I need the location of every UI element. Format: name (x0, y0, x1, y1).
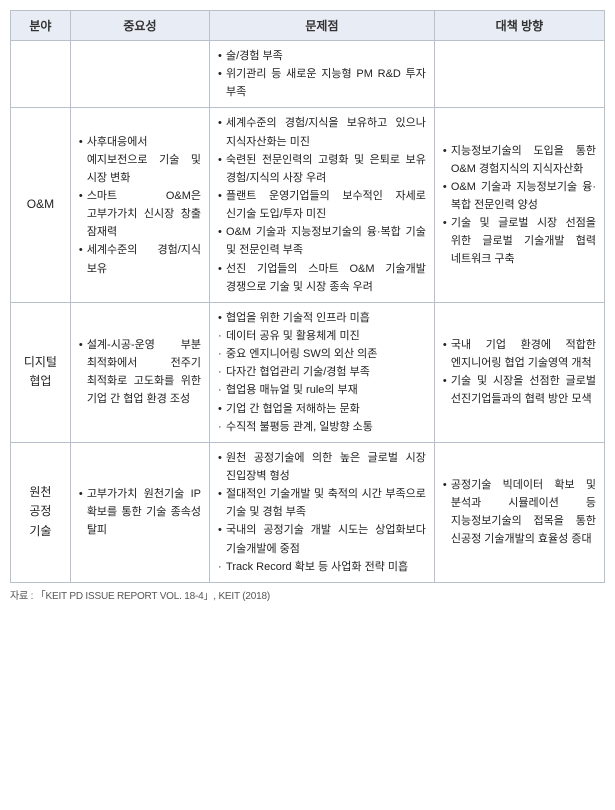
list-item: 원천 공정기술에 의한 높은 글로벌 시장 진입장벽 형성 (218, 449, 426, 485)
cell-field: 원천공정기술 (11, 442, 71, 582)
list-item: 데이터 공유 및 활용체계 미진 (218, 327, 426, 345)
list-item: 기업 간 협업을 저해하는 문화 (218, 400, 426, 418)
list-item: 설계-시공-운영 부분 최적화에서 전주기 최적화로 고도화를 위한 기업 간 … (79, 336, 201, 409)
list-item: 국내의 공정기술 개발 시도는 상업화보다 기술개발에 중점 (218, 521, 426, 557)
list-item: 기술 및 글로벌 시장 선점을 위한 글로벌 기술개발 협력 네트워크 구축 (443, 214, 596, 268)
cell-measures: 국내 기업 환경에 적합한 엔지니어링 협업 기술영역 개척기술 및 시장을 선… (434, 302, 604, 442)
table-row: 디지털협업설계-시공-운영 부분 최적화에서 전주기 최적화로 고도화를 위한 … (11, 302, 605, 442)
list-item: Track Record 확보 등 사업화 전략 미흡 (218, 558, 426, 576)
cell-field (11, 41, 71, 108)
cell-importance: 고부가가치 원천기술 IP 확보를 통한 기술 종속성 탈피 (70, 442, 209, 582)
list-item: 다자간 협업관리 기술/경험 부족 (218, 363, 426, 381)
cell-measures: 공정기술 빅데이터 확보 및 분석과 시뮬레이션 등 지능정보기술의 접목을 통… (434, 442, 604, 582)
list-item: 공정기술 빅데이터 확보 및 분석과 시뮬레이션 등 지능정보기술의 접목을 통… (443, 476, 596, 549)
list-item: 숙련된 전문인력의 고령화 및 은퇴로 보유 경험/지식의 사장 우려 (218, 151, 426, 187)
th-measures: 대책 방향 (434, 11, 604, 41)
cell-problems: 술/경험 부족위기관리 등 새로운 지능형 PM R&D 투자 부족 (210, 41, 435, 108)
list-item: 스마트 O&M은 고부가가치 신시장 창출 잠재력 (79, 187, 201, 241)
cell-importance (70, 41, 209, 108)
list-item: 협업을 위한 기술적 인프라 미흡 (218, 309, 426, 327)
cell-field: O&M (11, 108, 71, 302)
list-item: 절대적인 기술개발 및 축적의 시간 부족으로 기술 및 경험 부족 (218, 485, 426, 521)
th-problems: 문제점 (210, 11, 435, 41)
list-item: 수직적 불평등 관계, 일방향 소통 (218, 418, 426, 436)
list-item: O&M 기술과 지능정보기술의 융·복합 기술 및 전문인력 부족 (218, 223, 426, 259)
table-row: 술/경험 부족위기관리 등 새로운 지능형 PM R&D 투자 부족 (11, 41, 605, 108)
list-item: 사후대응에서 예지보전으로 기술 및 시장 변화 (79, 133, 201, 187)
th-importance: 중요성 (70, 11, 209, 41)
list-item: 세계수준의 경험/지식을 보유하고 있으나 지식자산화는 미진 (218, 114, 426, 150)
cell-problems: 협업을 위한 기술적 인프라 미흡데이터 공유 및 활용체계 미진중요 엔지니어… (210, 302, 435, 442)
th-field: 분야 (11, 11, 71, 41)
list-item: 지능정보기술의 도입을 통한 O&M 경험지식의 지식자산화 (443, 142, 596, 178)
cell-importance: 설계-시공-운영 부분 최적화에서 전주기 최적화로 고도화를 위한 기업 간 … (70, 302, 209, 442)
table-row: 원천공정기술고부가가치 원천기술 IP 확보를 통한 기술 종속성 탈피원천 공… (11, 442, 605, 582)
cell-problems: 원천 공정기술에 의한 높은 글로벌 시장 진입장벽 형성절대적인 기술개발 및… (210, 442, 435, 582)
list-item: 술/경험 부족 (218, 47, 426, 65)
table-row: O&M사후대응에서 예지보전으로 기술 및 시장 변화스마트 O&M은 고부가가… (11, 108, 605, 302)
list-item: 플랜트 운영기업들의 보수적인 자세로 신기술 도입/투자 미진 (218, 187, 426, 223)
source-footer: 자료 : 「KEIT PD ISSUE REPORT VOL. 18-4」, K… (10, 587, 605, 602)
issue-table: 분야 중요성 문제점 대책 방향 술/경험 부족위기관리 등 새로운 지능형 P… (10, 10, 605, 583)
cell-measures: 지능정보기술의 도입을 통한 O&M 경험지식의 지식자산화O&M 기술과 지능… (434, 108, 604, 302)
list-item: 위기관리 등 새로운 지능형 PM R&D 투자 부족 (218, 65, 426, 101)
table-body: 술/경험 부족위기관리 등 새로운 지능형 PM R&D 투자 부족O&M사후대… (11, 41, 605, 583)
list-item: 협업용 매뉴얼 및 rule의 부재 (218, 381, 426, 399)
header-row: 분야 중요성 문제점 대책 방향 (11, 11, 605, 41)
cell-measures (434, 41, 604, 108)
cell-field: 디지털협업 (11, 302, 71, 442)
list-item: 기술 및 시장을 선점한 글로벌 선진기업들과의 협력 방안 모색 (443, 372, 596, 408)
cell-problems: 세계수준의 경험/지식을 보유하고 있으나 지식자산화는 미진숙련된 전문인력의… (210, 108, 435, 302)
list-item: 고부가가치 원천기술 IP 확보를 통한 기술 종속성 탈피 (79, 485, 201, 539)
list-item: O&M 기술과 지능정보기술 융·복합 전문인력 양성 (443, 178, 596, 214)
cell-importance: 사후대응에서 예지보전으로 기술 및 시장 변화스마트 O&M은 고부가가치 신… (70, 108, 209, 302)
list-item: 세계수준의 경험/지식 보유 (79, 241, 201, 277)
list-item: 중요 엔지니어링 SW의 외산 의존 (218, 345, 426, 363)
list-item: 국내 기업 환경에 적합한 엔지니어링 협업 기술영역 개척 (443, 336, 596, 372)
list-item: 선진 기업들의 스마트 O&M 기술개발 경쟁으로 기술 및 시장 종속 우려 (218, 260, 426, 296)
